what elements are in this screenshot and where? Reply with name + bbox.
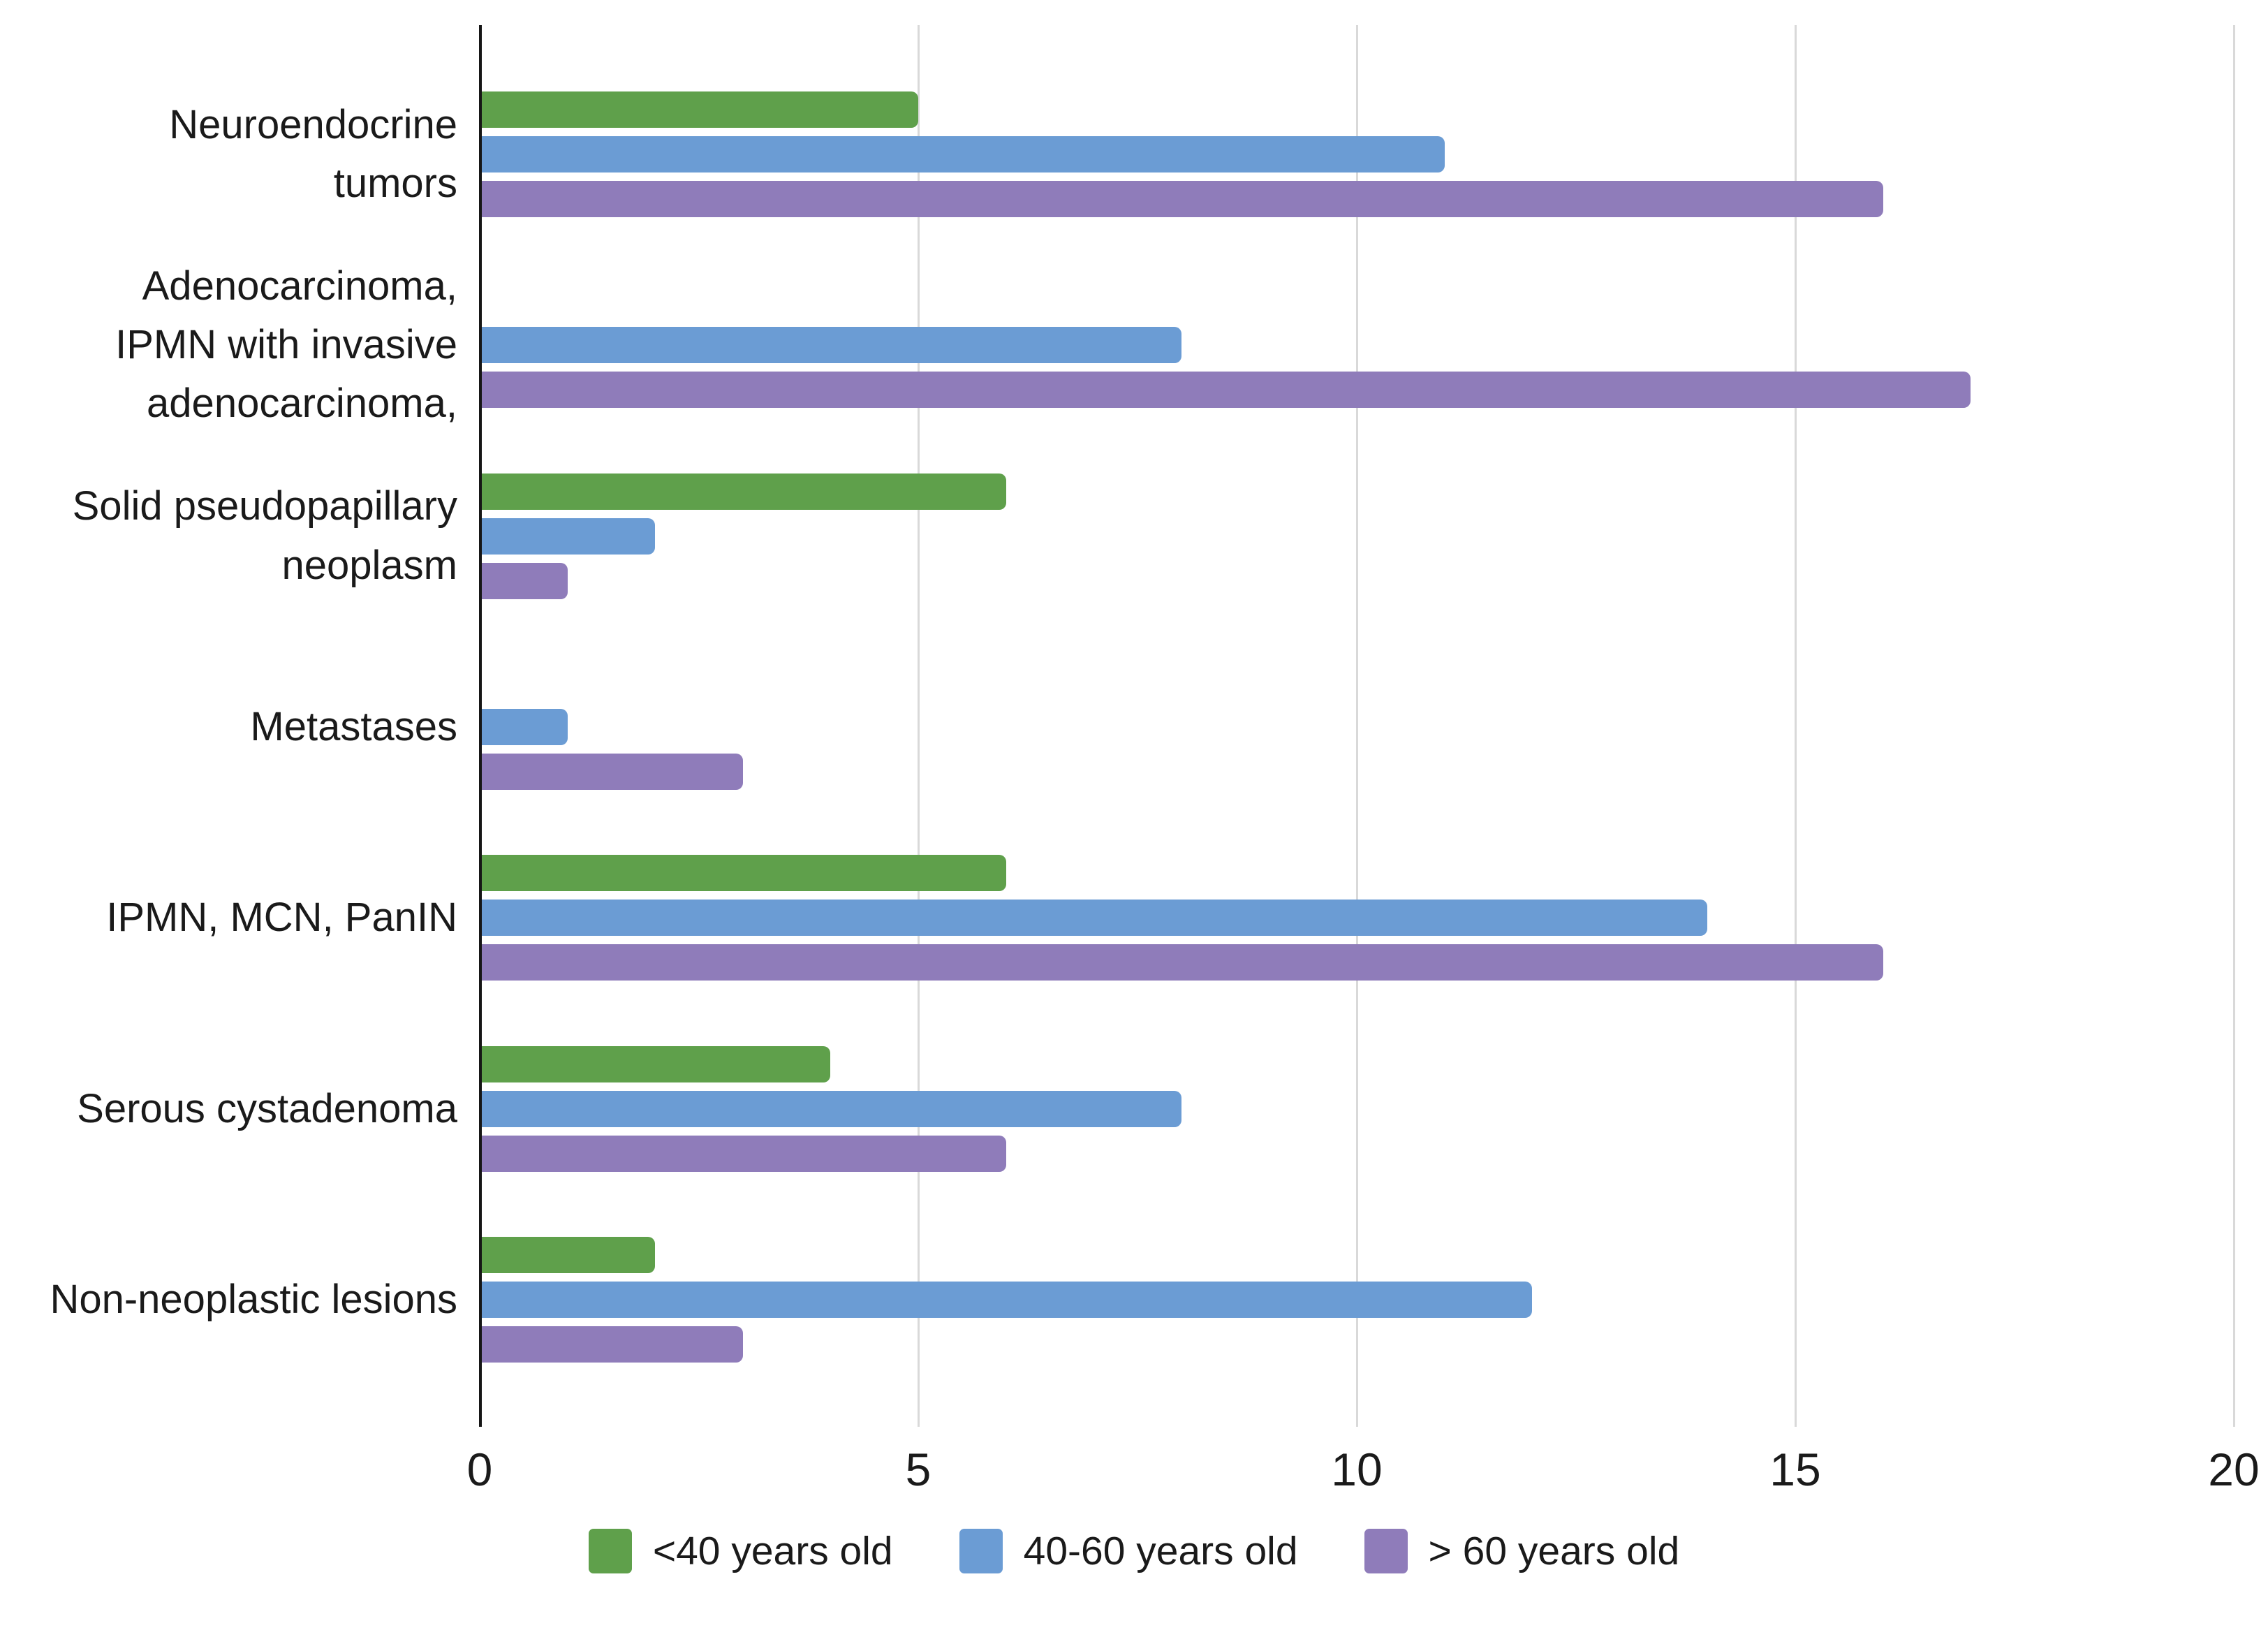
bar-slot xyxy=(480,1326,2234,1363)
bar-40-60-years-old xyxy=(480,900,1708,937)
y-axis-line xyxy=(478,25,482,1427)
bar-slot xyxy=(480,753,2234,790)
plot-area xyxy=(478,25,2235,1427)
category-label: Metastases xyxy=(250,703,457,749)
bar-40-years-old xyxy=(480,855,1006,892)
bar-slot xyxy=(480,473,2234,510)
bar-60-years-old xyxy=(480,562,568,599)
bar-60-years-old xyxy=(480,1135,1006,1172)
x-tick-label: 20 xyxy=(2208,1444,2260,1495)
bar-40-60-years-old xyxy=(480,1090,1181,1127)
bar-40-60-years-old xyxy=(480,1282,1533,1319)
legend: <40 years old 40-60 years old > 60 years… xyxy=(0,1528,2268,1574)
x-tick-label: 15 xyxy=(1769,1444,1821,1495)
bar-slot xyxy=(480,180,2234,217)
bar-group xyxy=(480,1013,2234,1204)
legend-item: <40 years old xyxy=(588,1528,893,1574)
category-label: Adenocarcinoma, IPMN with invasive adeno… xyxy=(115,263,457,427)
bar-60-years-old xyxy=(480,1326,743,1363)
bar-40-years-old xyxy=(480,1045,831,1082)
bar-40-60-years-old xyxy=(480,517,656,555)
x-tick-label: 10 xyxy=(1331,1444,1383,1495)
bar-group xyxy=(480,631,2234,822)
legend-label: 40-60 years old xyxy=(1023,1529,1298,1573)
bar-60-years-old xyxy=(480,372,1971,409)
bar-60-years-old xyxy=(480,753,743,790)
bar-slot xyxy=(480,372,2234,409)
bars-area xyxy=(480,59,2234,1395)
legend-swatch-40-60 xyxy=(959,1529,1003,1573)
legend-item: > 60 years old xyxy=(1364,1528,1680,1574)
gridline xyxy=(1355,25,1358,1427)
bar-group xyxy=(480,249,2234,440)
bar-slot xyxy=(480,944,2234,981)
bar-slot xyxy=(480,1045,2234,1082)
bar-slot xyxy=(480,855,2234,892)
legend-swatch-under-40 xyxy=(588,1529,632,1573)
bar-slot xyxy=(480,1282,2234,1319)
bar-slot xyxy=(480,91,2234,128)
bar-group xyxy=(480,441,2234,631)
bar-slot xyxy=(480,562,2234,599)
bar-group xyxy=(480,1205,2234,1395)
bar-slot xyxy=(480,135,2234,172)
bar-slot xyxy=(480,900,2234,937)
bar-40-years-old xyxy=(480,91,918,128)
bar-slot xyxy=(480,708,2234,745)
bar-slot xyxy=(480,517,2234,555)
bar-40-60-years-old xyxy=(480,327,1181,364)
bar-60-years-old xyxy=(480,944,1883,981)
x-tick-label: 0 xyxy=(466,1444,493,1495)
x-tick-label: 5 xyxy=(905,1444,932,1495)
legend-label: <40 years old xyxy=(652,1529,893,1573)
bar-slot xyxy=(480,1237,2234,1274)
category-label: Solid pseudopapillary neoplasm xyxy=(72,483,457,588)
bar-40-60-years-old xyxy=(480,708,568,745)
bar-40-years-old xyxy=(480,1237,656,1274)
legend-swatch-over-60 xyxy=(1364,1529,1408,1573)
bar-40-60-years-old xyxy=(480,135,1445,172)
legend-label: > 60 years old xyxy=(1428,1529,1680,1573)
bar-60-years-old xyxy=(480,180,1883,217)
category-axis-labels: Neuroendocrine tumors Adenocarcinoma, IPM… xyxy=(0,59,457,1395)
bar-slot xyxy=(480,1090,2234,1127)
bar-40-years-old xyxy=(480,473,1006,510)
gridline xyxy=(917,25,920,1427)
category-label: Serous cystadenoma xyxy=(77,1085,457,1131)
gridline xyxy=(2232,25,2235,1427)
bar-group xyxy=(480,823,2234,1013)
category-label: Non-neoplastic lesions xyxy=(50,1277,457,1323)
bar-slot xyxy=(480,1135,2234,1172)
bar-slot xyxy=(480,327,2234,364)
gridline xyxy=(1794,25,1797,1427)
bar-group xyxy=(480,59,2234,249)
category-label: IPMN, MCN, PanIN xyxy=(106,895,457,941)
category-label: Neuroendocrine tumors xyxy=(169,101,457,206)
legend-item: 40-60 years old xyxy=(959,1528,1298,1574)
